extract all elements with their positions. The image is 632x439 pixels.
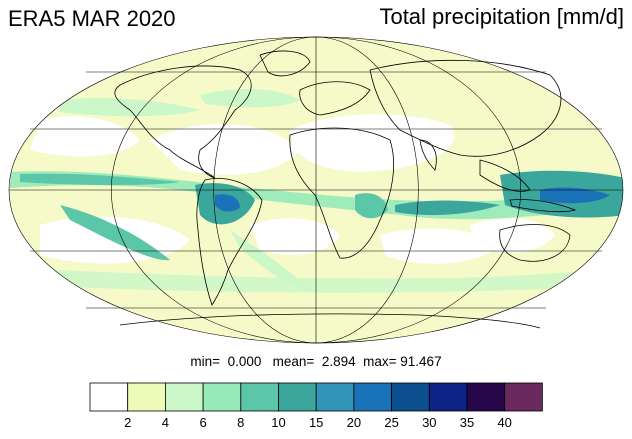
colorbar-label: 2 xyxy=(124,415,131,430)
colorbar-label: 8 xyxy=(237,415,244,430)
coast-indonesia xyxy=(509,199,577,213)
colorbar-swatch xyxy=(466,382,506,412)
coast-europe xyxy=(299,81,371,116)
coast-greenland xyxy=(259,50,311,77)
indian-ocean-rain xyxy=(395,200,500,216)
coast-north-america xyxy=(114,65,252,179)
colorbar-swatch xyxy=(127,382,166,412)
colorbar-label: 25 xyxy=(384,415,398,430)
itcz-core xyxy=(20,173,180,185)
stat-min-label: min= xyxy=(190,354,221,369)
colorbar-swatch xyxy=(240,382,279,412)
colorbar-label: 10 xyxy=(271,415,285,430)
dry-region-north-pacific xyxy=(30,116,140,157)
dry-region-south-atlantic xyxy=(250,218,340,255)
stat-max-label: max= xyxy=(363,354,397,369)
coast-africa xyxy=(289,127,395,259)
amazon-heavy xyxy=(215,194,240,212)
dry-region-south-indian xyxy=(380,228,500,264)
coast-asia xyxy=(369,59,562,157)
colorbar-label: 40 xyxy=(497,415,511,430)
colorbar-swatch xyxy=(504,382,543,412)
colorbar-label: 15 xyxy=(309,415,323,430)
colorbar-swatch xyxy=(202,382,242,412)
graticule xyxy=(8,36,624,344)
stat-max-value: 91.467 xyxy=(400,354,442,369)
stat-min-value: 0.000 xyxy=(227,354,262,369)
coast-south-america xyxy=(196,178,263,306)
coast-australia xyxy=(499,224,571,262)
colorbar-swatch xyxy=(428,382,468,412)
coast-antarctica xyxy=(119,313,541,329)
stat-mean-value: 2.894 xyxy=(321,354,356,369)
coastlines xyxy=(114,50,577,329)
colorbar-label: 6 xyxy=(199,415,206,430)
colorbar-label: 35 xyxy=(460,415,474,430)
colorbar-label: 4 xyxy=(162,415,169,430)
colorbar-label: 30 xyxy=(422,415,436,430)
stat-mean-label: mean= xyxy=(272,354,315,369)
colorbar-swatch xyxy=(391,382,430,412)
maritime-continent-heavy xyxy=(540,187,610,204)
colorbar-swatch xyxy=(89,382,129,412)
coast-india xyxy=(419,139,437,171)
dry-region-australia xyxy=(470,218,555,253)
colorbar-swatch xyxy=(315,382,355,412)
colorbar-swatch xyxy=(164,382,204,412)
congo-rain xyxy=(355,193,388,219)
precipitation-map xyxy=(8,36,624,344)
map-title-left: ERA5 MAR 2020 xyxy=(8,6,176,31)
map-title-right: Total precipitation [mm/d] xyxy=(379,4,624,29)
colorbar-label: 20 xyxy=(347,415,361,430)
spcz-band xyxy=(60,205,170,261)
southern-ocean-band xyxy=(20,266,623,293)
north-pacific-storm-track xyxy=(60,98,200,117)
coast-southeast-asia xyxy=(479,159,531,192)
stats-line: min= 0.000 mean= 2.894 max= 91.467 xyxy=(0,354,632,369)
colorbar-swatch xyxy=(278,382,317,412)
colorbar-swatch xyxy=(353,382,392,412)
north-atlantic-storm-track xyxy=(200,88,300,108)
south-atlantic-band xyxy=(230,230,310,291)
